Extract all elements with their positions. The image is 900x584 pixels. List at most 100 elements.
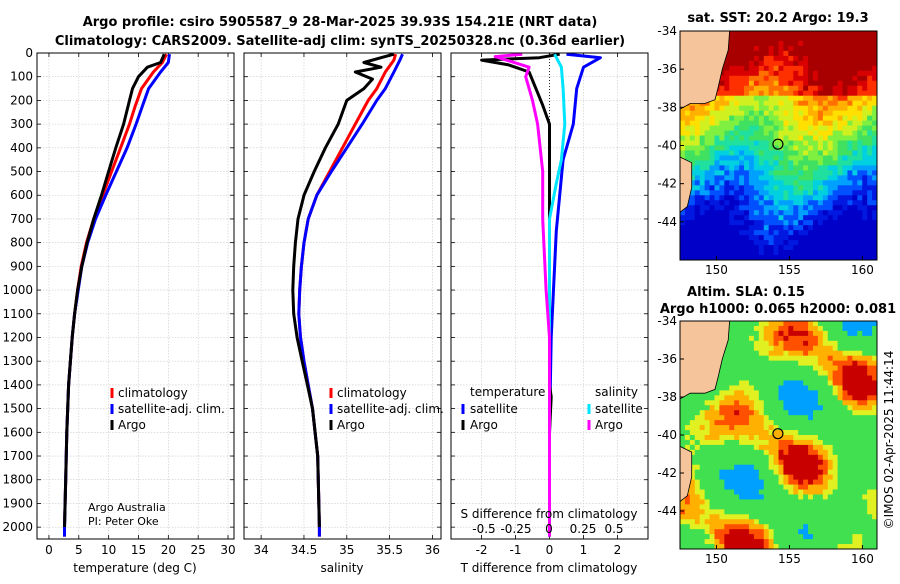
map-cell — [763, 360, 770, 367]
map-cell — [734, 85, 740, 92]
map-cell — [734, 95, 740, 102]
map-cell — [689, 449, 696, 456]
map-cell — [768, 355, 775, 362]
map-cell — [694, 230, 701, 236]
map-cell — [827, 225, 834, 231]
map-cell — [689, 115, 696, 122]
map-cell — [734, 484, 740, 491]
map-cell — [803, 175, 809, 181]
map-cell — [862, 529, 868, 535]
map-cell — [763, 205, 770, 211]
map-cell — [812, 170, 819, 176]
map-cell — [832, 110, 839, 117]
map-cell — [680, 135, 686, 142]
map-cell — [822, 360, 829, 367]
map-cell — [822, 330, 829, 337]
map-cell — [832, 410, 839, 416]
map-cell — [773, 240, 780, 246]
map-cell — [699, 205, 706, 211]
map-cell — [704, 230, 711, 236]
map-cell — [778, 225, 785, 231]
map-cell — [778, 170, 785, 176]
map-cell — [724, 360, 730, 367]
map-cell — [768, 90, 775, 97]
map-cell — [788, 145, 794, 152]
map-cell — [852, 435, 858, 441]
map-cell — [857, 425, 863, 431]
map-cell — [837, 250, 844, 256]
map-cell — [714, 410, 720, 416]
y-tick-label: 100 — [10, 70, 33, 84]
map-cell — [748, 110, 755, 117]
map-cell — [837, 420, 844, 426]
map-cell — [709, 140, 716, 147]
map-cell — [842, 190, 849, 196]
map-cell — [773, 120, 780, 127]
map-cell — [744, 499, 750, 505]
map-cell — [689, 210, 696, 216]
map-cell — [822, 425, 829, 431]
map-cell — [793, 150, 799, 157]
map-cell — [689, 120, 696, 127]
map-cell — [857, 325, 863, 332]
map-cell — [812, 31, 819, 37]
map-cell — [857, 250, 863, 256]
map-cell — [758, 205, 765, 211]
map-cell — [768, 385, 775, 391]
map-cell — [798, 489, 804, 496]
map-cell — [699, 454, 706, 461]
map-cell — [763, 499, 770, 505]
map-cell — [872, 245, 877, 251]
map-cell — [753, 225, 760, 231]
map-cell — [753, 335, 760, 342]
map-cell — [729, 155, 735, 162]
map-cell — [773, 504, 780, 510]
map-cell — [758, 145, 765, 152]
map-cell — [862, 435, 868, 441]
map-cell — [822, 415, 829, 421]
map-cell — [822, 340, 829, 347]
map-cell — [862, 335, 868, 342]
x-tick-label: 150 — [705, 552, 728, 566]
map-cell — [699, 529, 706, 535]
map-cell — [714, 145, 720, 152]
map-cell — [778, 395, 785, 401]
map-cell — [852, 190, 858, 196]
x-tick-label: 160 — [851, 552, 874, 566]
map-cell — [847, 395, 853, 401]
map-cell — [783, 435, 789, 441]
map-cell — [734, 230, 740, 236]
map-cell — [837, 539, 844, 545]
map-cell — [714, 489, 720, 496]
map-cell — [704, 539, 711, 545]
map-cell — [808, 350, 814, 357]
map-cell — [827, 509, 834, 515]
map-cell — [837, 479, 844, 486]
map-cell — [748, 250, 755, 256]
map-cell — [847, 444, 853, 451]
map-cell — [773, 135, 780, 142]
map-cell — [798, 425, 804, 431]
map-cell — [857, 255, 863, 260]
map-cell — [827, 390, 834, 396]
map-cell — [719, 250, 725, 256]
map-cell — [788, 340, 794, 347]
map-cell — [872, 380, 877, 387]
map-cell — [758, 95, 765, 102]
map-cell — [724, 499, 730, 505]
map-cell — [862, 321, 868, 327]
map-cell — [793, 405, 799, 411]
map-cell — [699, 499, 706, 505]
map-cell — [714, 110, 720, 117]
map-cell — [872, 410, 877, 416]
map-cell — [768, 454, 775, 461]
map-cell — [867, 250, 873, 256]
map-cell — [793, 190, 799, 196]
map-cell — [793, 385, 799, 391]
map-cell — [724, 75, 730, 82]
map-cell — [827, 459, 834, 466]
map-cell — [862, 65, 868, 72]
map-cell — [724, 80, 730, 87]
map-cell — [680, 245, 686, 251]
map-cell — [822, 135, 829, 142]
